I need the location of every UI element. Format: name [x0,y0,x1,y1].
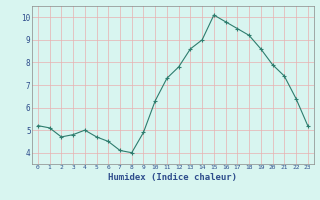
X-axis label: Humidex (Indice chaleur): Humidex (Indice chaleur) [108,173,237,182]
